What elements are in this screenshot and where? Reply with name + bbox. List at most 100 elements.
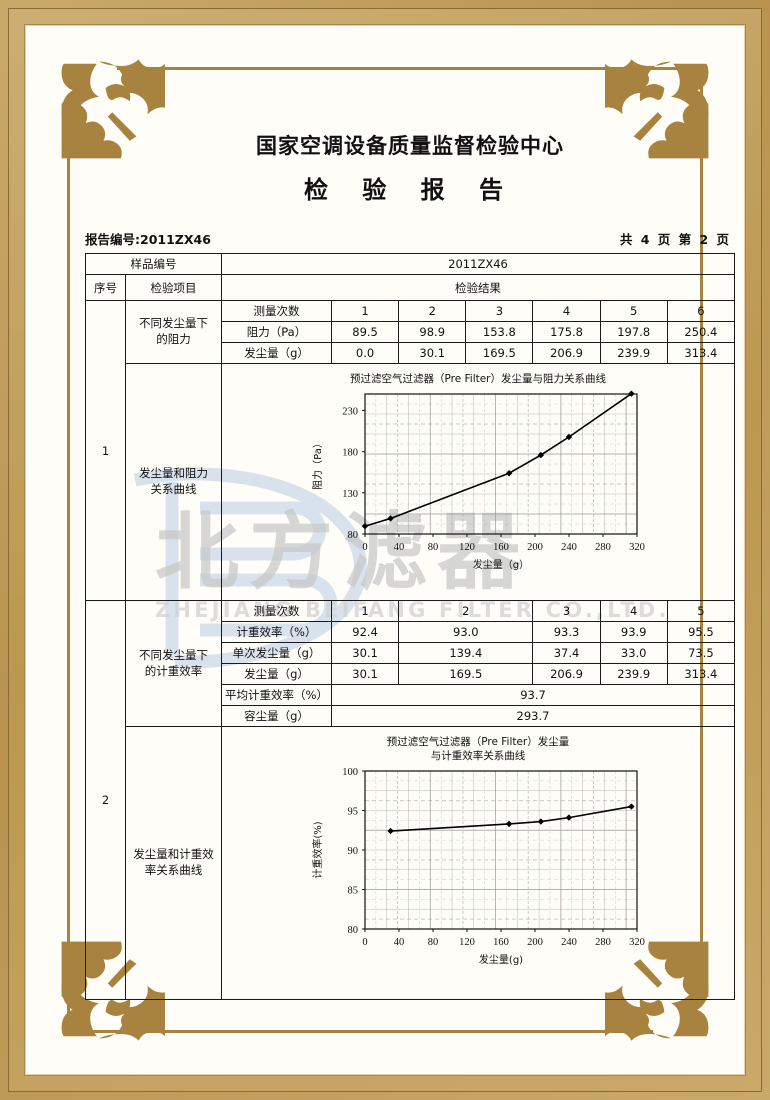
chart-2-title: 预过滤空气过滤器（Pre Filter）发尘量 与计重效率关系曲线 bbox=[386, 736, 570, 763]
table-row-chart-1: 发尘量和阻力 关系曲线 预过滤空气过滤器（Pre Filter）发尘量与阻力关系曲… bbox=[86, 363, 735, 601]
svg-text:230: 230 bbox=[342, 407, 358, 418]
cell-dust-capacity: 293.7 bbox=[331, 705, 735, 727]
sample-no-value: 2011ZX46 bbox=[221, 253, 735, 275]
border-rule-top bbox=[117, 67, 705, 70]
inner-paper: 北方滤器 ZHEJIANG BEIFANG FILTER CO.,LTD. 国家… bbox=[24, 24, 746, 1076]
row-head-dust-capacity: 容尘量（g） bbox=[221, 705, 332, 727]
cell-count-2-1: 2 bbox=[398, 600, 534, 622]
chart-1-plot: 0 40 80 120 160 200 240 280 320 80 130 180 230 发尘量（g）… bbox=[311, 390, 645, 571]
cell-count-2-2: 3 bbox=[532, 600, 601, 622]
svg-text:240: 240 bbox=[561, 937, 577, 948]
svg-text:计重效率(%): 计重效率(%) bbox=[311, 822, 324, 879]
cell-eff-1: 93.0 bbox=[398, 621, 534, 643]
cell-dust1-2: 169.5 bbox=[465, 342, 534, 364]
cell-count-1-4: 5 bbox=[599, 300, 668, 322]
svg-text:130: 130 bbox=[342, 489, 358, 500]
cell-dust2-1: 169.5 bbox=[398, 663, 534, 685]
row-head-count-1: 测量次数 bbox=[221, 300, 332, 322]
issuing-organization: 国家空调设备质量监督检验中心 bbox=[256, 134, 564, 158]
svg-text:80: 80 bbox=[348, 530, 359, 541]
svg-text:95: 95 bbox=[348, 807, 359, 818]
svg-text:发尘量（g）: 发尘量（g） bbox=[473, 558, 529, 571]
col-header-result: 检验结果 bbox=[221, 274, 735, 301]
border-rule-bottom bbox=[65, 1030, 653, 1033]
cell-dust2-3: 239.9 bbox=[599, 663, 668, 685]
svg-text:320: 320 bbox=[629, 542, 645, 553]
svg-text:120: 120 bbox=[459, 937, 475, 948]
cell-res-2: 153.8 bbox=[465, 321, 534, 343]
table-row-count-1: 1 不同发尘量下 的阻力 测量次数 1 2 3 4 5 6 bbox=[85, 300, 736, 601]
cell-single-3: 33.0 bbox=[599, 642, 668, 664]
svg-text:0: 0 bbox=[362, 937, 367, 948]
report-content: 国家空调设备质量监督检验中心 检 验 报 告 报告编号:2011ZX46 共 4… bbox=[85, 85, 736, 1065]
svg-text:85: 85 bbox=[348, 886, 359, 897]
cell-eff-3: 93.9 bbox=[599, 621, 668, 643]
table-row-count-2: 2 不同发尘量下 的计重效率 测量次数 1 2 3 4 5 bbox=[85, 600, 736, 1000]
svg-text:80: 80 bbox=[428, 542, 439, 553]
svg-text:160: 160 bbox=[493, 542, 509, 553]
report-number: 报告编号:2011ZX46 bbox=[85, 229, 211, 248]
row-head-dust-1: 发尘量（g） bbox=[221, 342, 332, 364]
cell-eff-2: 93.3 bbox=[532, 621, 601, 643]
cell-res-1: 98.9 bbox=[398, 321, 467, 343]
cell-single-0: 30.1 bbox=[330, 642, 400, 664]
cell-dust1-0: 0.0 bbox=[330, 342, 400, 364]
cell-count-1-5: 6 bbox=[666, 300, 736, 322]
chart-2-plot: 0 40 80 120 160 200 240 280 320 80 85 90 95 100 发尘量(g)… bbox=[311, 767, 645, 966]
svg-text:0: 0 bbox=[362, 542, 367, 553]
svg-text:280: 280 bbox=[595, 937, 611, 948]
cell-res-5: 250.4 bbox=[666, 321, 736, 343]
svg-text:90: 90 bbox=[348, 846, 359, 857]
row-item-curve-2: 发尘量和计重效 率关系曲线 bbox=[125, 726, 222, 1000]
svg-text:160: 160 bbox=[493, 937, 509, 948]
cell-count-1-0: 1 bbox=[330, 300, 400, 322]
svg-text:320: 320 bbox=[629, 937, 645, 948]
table-row-dust-capacity: 容尘量（g） 293.7 bbox=[86, 705, 735, 727]
svg-text:发尘量(g): 发尘量(g) bbox=[479, 953, 523, 966]
cell-res-4: 197.8 bbox=[599, 321, 668, 343]
svg-text:40: 40 bbox=[394, 542, 405, 553]
row-head-avg-efficiency: 平均计重效率（%） bbox=[221, 684, 332, 706]
row-item-resistance: 不同发尘量下 的阻力 bbox=[125, 300, 222, 364]
cell-dust1-1: 30.1 bbox=[398, 342, 467, 364]
cell-dust1-5: 313.4 bbox=[666, 342, 736, 364]
col-header-item: 检验项目 bbox=[125, 274, 222, 301]
svg-text:100: 100 bbox=[342, 767, 358, 778]
cell-eff-4: 95.5 bbox=[666, 621, 736, 643]
row-head-count-2: 测量次数 bbox=[221, 600, 332, 622]
cell-res-3: 175.8 bbox=[532, 321, 601, 343]
row-head-dust-2: 发尘量（g） bbox=[221, 663, 332, 685]
document-title: 检 验 报 告 bbox=[303, 176, 517, 204]
svg-text:80: 80 bbox=[428, 937, 439, 948]
row-item-efficiency: 不同发尘量下 的计重效率 bbox=[125, 600, 222, 727]
cell-single-1: 139.4 bbox=[398, 642, 534, 664]
sample-no-label: 样品编号 bbox=[85, 253, 222, 275]
chart-cell-resistance: 预过滤空气过滤器（Pre Filter）发尘量与阻力关系曲线 0 40 80 120 1… bbox=[221, 363, 735, 601]
svg-text:240: 240 bbox=[561, 542, 577, 553]
cell-dust2-2: 206.9 bbox=[532, 663, 601, 685]
report-meta: 报告编号:2011ZX46 共 4 页 第 2 页 bbox=[85, 229, 735, 248]
row-head-resistance: 阻力（Pa） bbox=[221, 321, 332, 343]
svg-text:40: 40 bbox=[394, 937, 405, 948]
table-row-dust-2: 发尘量（g） 30.1 169.5 206.9 239.9 313.4 bbox=[86, 663, 736, 685]
chart-1-title: 预过滤空气过滤器（Pre Filter）发尘量与阻力关系曲线 bbox=[349, 373, 607, 385]
cell-single-4: 73.5 bbox=[666, 642, 736, 664]
table-row-headers: 序号 检验项目 检验结果 bbox=[85, 274, 735, 301]
cell-count-2-3: 4 bbox=[599, 600, 668, 622]
cell-avg-efficiency: 93.7 bbox=[331, 684, 735, 706]
cell-dust1-4: 239.9 bbox=[599, 342, 668, 364]
col-header-seq: 序号 bbox=[85, 274, 126, 301]
cell-res-0: 89.5 bbox=[330, 321, 400, 343]
cell-count-2-0: 1 bbox=[330, 600, 400, 622]
row-head-single-dust: 单次发尘量（g） bbox=[221, 642, 332, 664]
row-item-curve-1: 发尘量和阻力 关系曲线 bbox=[125, 363, 222, 601]
row-seq-2: 2 bbox=[85, 600, 126, 1000]
table-row-chart-2: 发尘量和计重效 率关系曲线 预过滤空气过滤器（Pre Filter）发尘量 与计重效… bbox=[86, 726, 735, 1000]
inspection-result-table: 样品编号 2011ZX46 序号 检验项目 检验结果 1 不同发尘量下 的阻力 测… bbox=[85, 253, 736, 1000]
svg-text:80: 80 bbox=[348, 925, 359, 936]
table-row-dust-1: 发尘量（g） 0.0 30.1 169.5 206.9 239.9 313.4 bbox=[86, 342, 736, 364]
ornament-corner-top-left bbox=[55, 55, 165, 165]
page-indicator: 共 4 页 第 2 页 bbox=[619, 232, 731, 247]
svg-text:180: 180 bbox=[342, 448, 358, 459]
